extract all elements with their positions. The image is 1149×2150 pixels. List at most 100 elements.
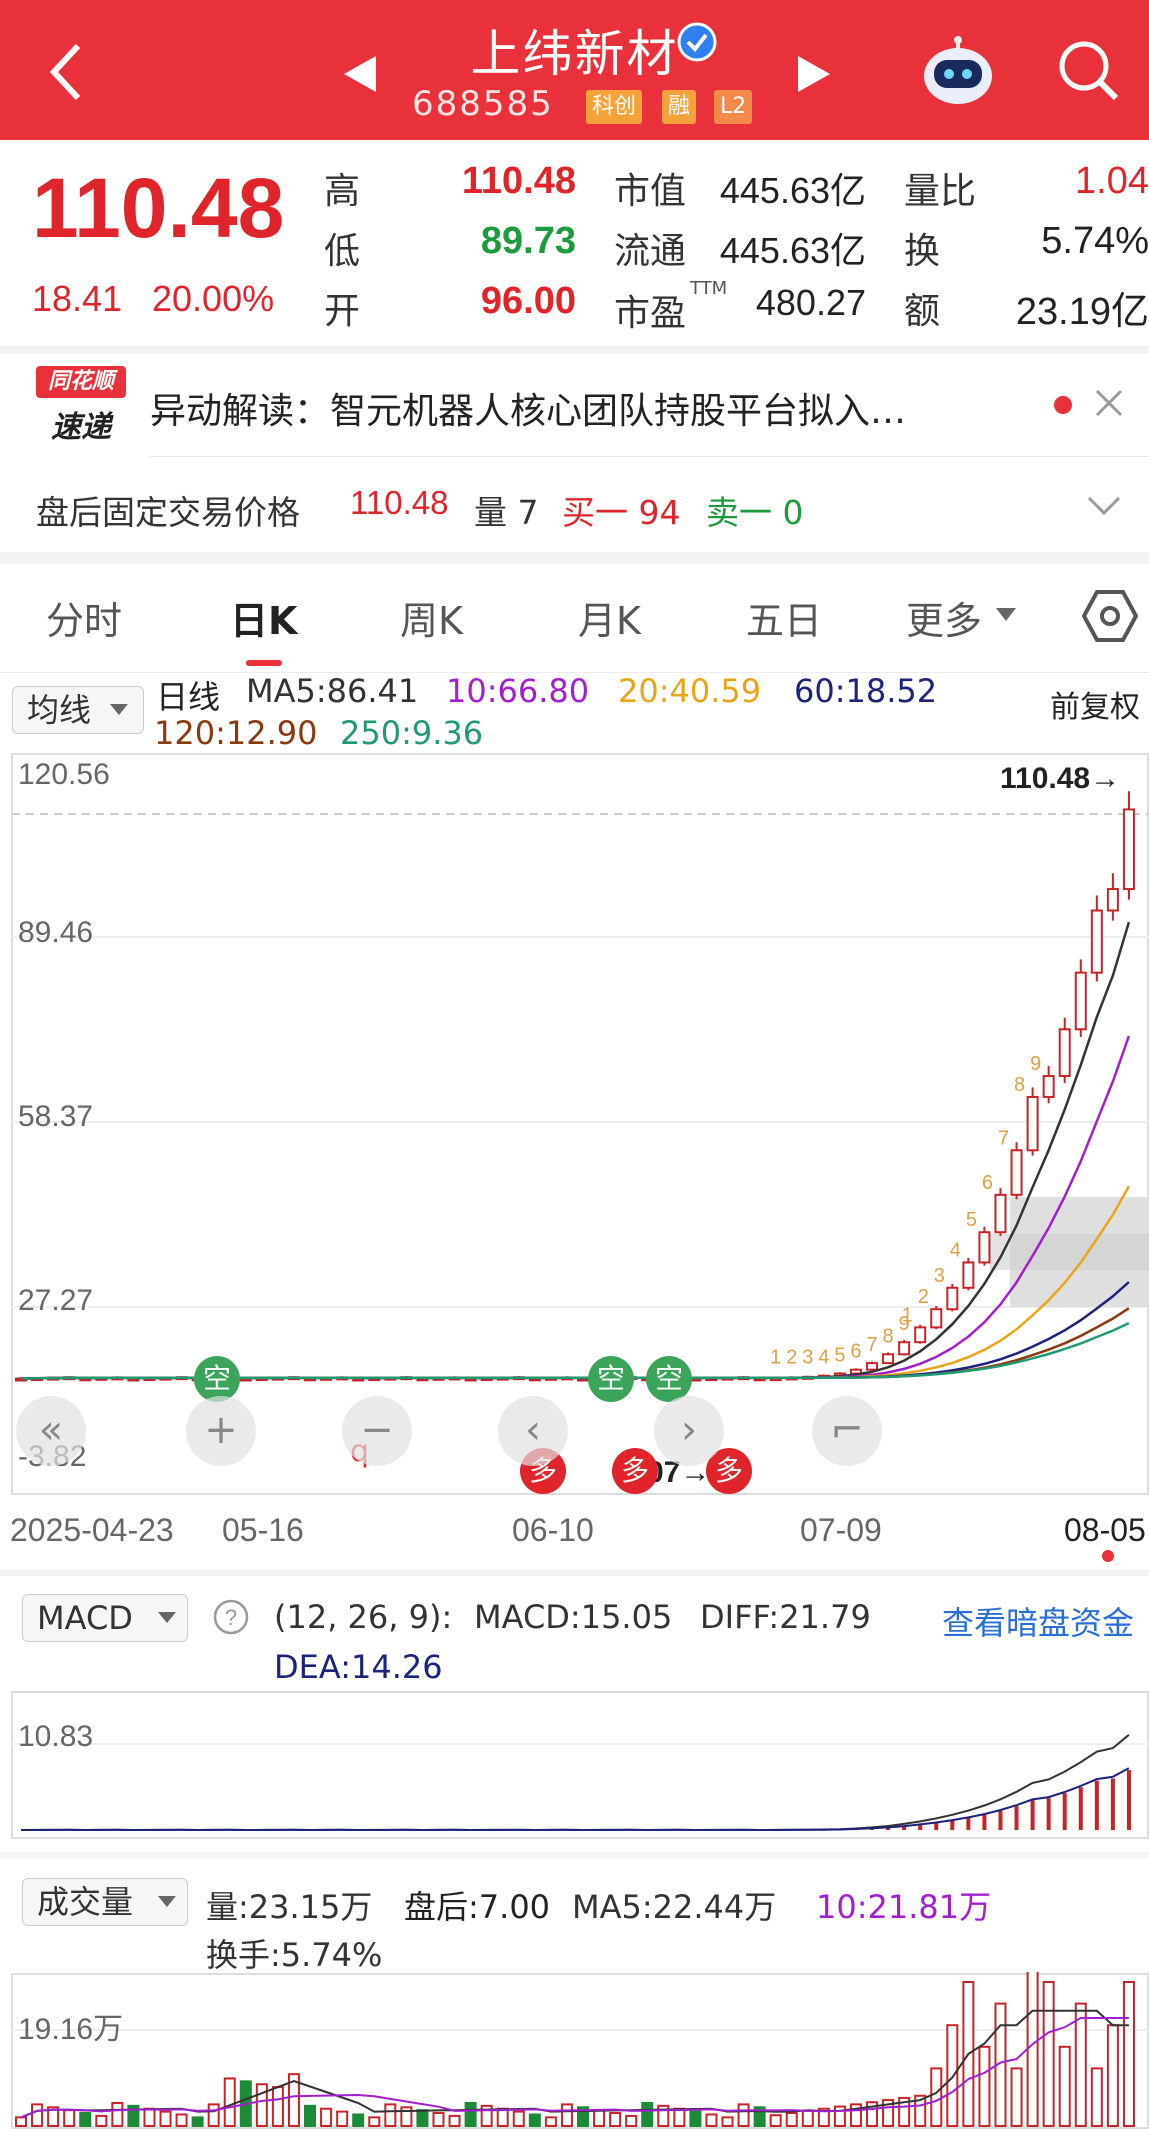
scroll-left-button[interactable]: « [16,1396,86,1466]
volume-bar [464,2101,477,2128]
signal-kong-badge[interactable]: 空 [646,1356,692,1402]
dark-pool-link[interactable]: 查看暗盘资金 [942,1604,1135,1642]
volume-bar [689,2110,702,2128]
volume-bar [1122,1981,1135,2127]
candle-body [1026,1095,1039,1152]
signal-kong-badge[interactable]: 空 [194,1356,240,1402]
settings-hexagon-icon[interactable] [1082,588,1138,644]
volume-bar [1090,2067,1103,2127]
tab-daily-k[interactable]: 日K [230,599,298,643]
help-icon[interactable]: ? [212,1598,250,1636]
volume-selector[interactable]: 成交量 [22,1878,188,1926]
count-label: 1 [902,1304,913,1326]
volume-bar [978,2045,991,2127]
back-icon[interactable] [46,40,86,104]
step-forward-button[interactable]: › [654,1396,724,1466]
signal-kong-badge[interactable]: 空 [588,1356,634,1402]
ma60-value: 60:18.52 [794,672,938,710]
volume-bar [271,2086,284,2128]
volume-bar [416,2109,429,2128]
signal-duo-badge[interactable]: 多 [612,1448,658,1494]
header-bar: 上纬新材 688585 科创 融 L2 [0,0,1149,140]
ma10-line [20,1035,1131,1380]
candle-body [882,1353,895,1365]
volume-bar [673,2107,686,2128]
tab-weekly-k[interactable]: 周K [400,599,463,643]
prev-stock-icon[interactable] [342,54,378,94]
ma120-value: 120:12.90 [154,714,318,752]
tag-l2: L2 [714,90,753,124]
tab-five-day[interactable]: 五日 [746,599,823,643]
volume-bar [47,2106,60,2127]
volume-bar [577,2106,589,2127]
macd-bar [1062,1793,1067,1830]
after-hours-volume: 量 7 [474,493,539,532]
step-back-button[interactable]: ‹ [498,1396,568,1466]
ma-selector-label: 均线 [27,691,92,729]
zoom-in-button[interactable]: + [186,1396,256,1466]
date-label: 05-16 [222,1512,304,1548]
news-text[interactable]: 异动解读：智元机器人核心团队持股平台拟入… [150,391,907,432]
candle-body [1010,1149,1023,1196]
macd-bar [998,1810,1003,1830]
macd-bar [1078,1787,1083,1830]
mcap-value: 445.63亿 [719,170,866,211]
count-label: 5 [834,1345,845,1367]
amount-label: 额 [904,291,941,332]
divider [0,346,1149,354]
volume-bar [352,2113,365,2127]
volume-bar [882,2099,895,2128]
divider [0,672,1149,673]
volume-bar [833,2105,846,2127]
caret-down-icon [158,1612,176,1623]
macd-y-label: 10.83 [18,1720,94,1753]
volume-bar [207,2103,220,2127]
tab-more[interactable]: 更多 [906,599,983,643]
volume-bar [175,2113,188,2127]
macd-bar [950,1820,955,1830]
volume-bar [400,2106,413,2127]
macd-bar [966,1817,971,1830]
count-label: 5 [966,1209,977,1231]
volume-bar [320,2107,333,2128]
ma5-line [20,921,1131,1380]
volume-bar [1074,2002,1087,2128]
adjust-mode[interactable]: 前复权 [1050,690,1140,725]
low-value: 89.73 [480,220,576,262]
tab-fenshi[interactable]: 分时 [46,599,123,643]
macd-selector-label: MACD [37,1599,133,1637]
volume-bar [480,2104,493,2127]
volume-bar [143,2107,156,2128]
volume-bar [95,2114,108,2127]
tag-kechuang: 科创 [586,90,643,124]
volume-bar [1106,2024,1119,2128]
macd-selector[interactable]: MACD [22,1594,188,1642]
close-icon[interactable] [1094,388,1124,418]
volume-bar [384,2103,397,2127]
candle-body [1106,888,1119,912]
robot-assistant-icon[interactable] [918,36,998,108]
search-icon[interactable] [1056,38,1122,104]
count-label: 9 [1030,1053,1041,1075]
volume-bar [544,2116,557,2128]
zoom-out-button[interactable]: − [342,1396,412,1466]
volume-y-label: 19.16万 [18,2013,124,2046]
tag-rong: 融 [662,90,697,124]
date-label: 07-09 [800,1512,882,1548]
turnover-rate-value: 换手:5.74% [206,1936,383,1974]
count-label: 6 [982,1172,993,1194]
after-hours-price: 110.48 [350,484,449,521]
volume-bar [336,2110,349,2128]
reset-view-button[interactable]: ⌐ [812,1396,882,1466]
pe-ttm-sup: TTM [690,278,728,299]
volume-bar [79,2112,92,2127]
candle-body [930,1308,943,1329]
volume-bar [785,2112,798,2127]
dif-line [20,1734,1130,1832]
volume-bar [1010,2067,1023,2127]
next-stock-icon[interactable] [796,54,832,94]
volume-bar [609,2112,622,2127]
tab-monthly-k[interactable]: 月K [578,599,641,643]
chevron-down-icon[interactable] [1086,494,1122,518]
